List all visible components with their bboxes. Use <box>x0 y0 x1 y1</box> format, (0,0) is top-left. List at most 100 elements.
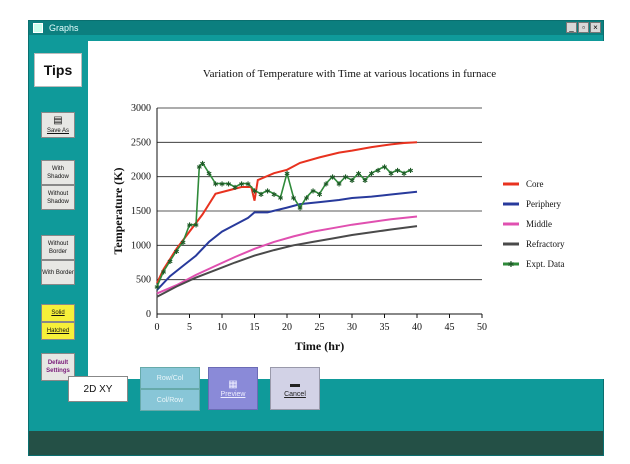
series-line-refractory <box>156 225 418 298</box>
series-line-periphery <box>156 190 418 291</box>
preview-icon: ▦ <box>228 379 238 390</box>
y-tick-label: 500 <box>136 275 151 286</box>
data-point-marker: ✱ <box>375 167 381 175</box>
with-border-button[interactable]: With Border <box>41 260 75 285</box>
window-controls: _ ▫ × <box>566 22 601 33</box>
x-tick-label: 45 <box>445 322 455 333</box>
row-col-button[interactable]: Row/Col <box>140 367 200 389</box>
x-tick-label: 20 <box>282 322 292 333</box>
data-point-marker: ✱ <box>213 181 219 189</box>
y-tick-label: 2500 <box>131 137 151 148</box>
data-point-marker: ✱ <box>232 184 238 192</box>
chart-panel: Variation of Temperature with Time at va… <box>88 41 609 379</box>
data-point-marker: ✱ <box>336 181 342 189</box>
data-point-marker: ✱ <box>291 194 297 202</box>
data-point-marker: ✱ <box>317 191 323 199</box>
data-point-marker: ✱ <box>278 194 284 202</box>
cancel-label: Cancel <box>284 391 306 398</box>
minimize-button[interactable]: _ <box>566 22 577 33</box>
data-point-marker: ✱ <box>349 177 355 185</box>
data-point-marker: ✱ <box>382 163 388 171</box>
y-tick-label: 3000 <box>131 103 151 114</box>
legend-entry: Expt. Data <box>526 259 565 269</box>
maximize-button[interactable]: ▫ <box>578 22 589 33</box>
y-axis-label: Temperature (K) <box>111 168 125 255</box>
x-tick-label: 40 <box>412 322 422 333</box>
legend-entry: Middle <box>526 219 552 229</box>
x-tick-label: 25 <box>315 322 325 333</box>
x-tick-label: 10 <box>217 322 227 333</box>
x-tick-label: 30 <box>347 322 357 333</box>
without-border-label: Without Border <box>47 240 69 255</box>
without-shadow-button[interactable]: Without Shadow <box>41 185 75 210</box>
status-bar <box>29 431 603 455</box>
without-shadow-label: Without Shadow <box>47 190 69 205</box>
preview-label: Preview <box>220 391 246 398</box>
series-line-expt-data <box>156 161 411 287</box>
with-border-label: With Border <box>42 269 74 276</box>
data-point-marker: ✱ <box>193 222 199 230</box>
data-point-marker: ✱ <box>206 170 212 178</box>
without-border-button[interactable]: Without Border <box>41 235 75 260</box>
data-point-marker: ✱ <box>297 205 303 213</box>
tips-label: Tips <box>43 62 73 78</box>
legend-entry: Core <box>526 179 544 189</box>
data-point-marker: ✱ <box>174 248 180 256</box>
legend-entry: Periphery <box>526 199 561 209</box>
x-tick-label: 0 <box>155 322 160 333</box>
solid-label: Solid <box>51 310 65 316</box>
data-point-marker: ✱ <box>187 222 193 230</box>
legend-entry: Refractory <box>526 239 565 249</box>
data-point-marker: ✱ <box>395 167 401 175</box>
data-point-marker: ✱ <box>330 174 336 182</box>
data-point-marker: ✱ <box>167 258 173 266</box>
save-as-label: Save As <box>46 128 69 134</box>
save-as-button[interactable]: ▤ Save As <box>41 112 75 138</box>
temperature-chart: Variation of Temperature with Time at va… <box>111 68 565 353</box>
chart-type-label: 2D XY <box>83 383 113 395</box>
x-tick-label: 5 <box>187 322 192 333</box>
data-point-marker: ✱ <box>304 194 310 202</box>
y-tick-label: 1000 <box>131 240 151 251</box>
data-point-marker: ✱ <box>239 181 245 189</box>
data-point-marker: ✱ <box>252 187 258 195</box>
with-shadow-label: With Shadow <box>47 165 69 180</box>
chart-title: Variation of Temperature with Time at va… <box>203 68 496 80</box>
data-point-marker: ✱ <box>401 170 407 178</box>
data-point-marker: ✱ <box>323 181 329 189</box>
data-point-marker: ✱ <box>271 191 277 199</box>
default-settings-label: Default Settings <box>46 360 70 374</box>
data-point-marker: ✱ <box>245 181 251 189</box>
floppy-disk-icon: ▤ <box>53 115 63 126</box>
solid-button[interactable]: Solid <box>41 304 75 322</box>
x-tick-label: 50 <box>477 322 487 333</box>
data-point-marker: ✱ <box>369 170 375 178</box>
y-tick-label: 1500 <box>131 206 151 217</box>
data-point-marker: ✱ <box>200 160 206 168</box>
data-point-marker: ✱ <box>161 268 167 276</box>
x-tick-label: 35 <box>380 322 390 333</box>
cancel-button[interactable]: ▬ Cancel <box>270 367 320 410</box>
col-row-label: Col/Row <box>156 396 184 404</box>
hatched-label: Hatched <box>46 328 70 334</box>
x-axis-label: Time (hr) <box>295 339 344 353</box>
app-icon <box>33 23 43 33</box>
col-row-button[interactable]: Col/Row <box>140 389 200 411</box>
close-button[interactable]: × <box>590 22 601 33</box>
data-point-marker: ✱ <box>362 177 368 185</box>
tips-button[interactable]: Tips <box>34 53 82 87</box>
data-point-marker: ✱ <box>226 181 232 189</box>
y-tick-label: 0 <box>146 309 151 320</box>
window-title: Graphs <box>49 23 79 33</box>
preview-button[interactable]: ▦ Preview <box>208 367 258 410</box>
cancel-icon: ▬ <box>290 379 300 390</box>
data-point-marker: ✱ <box>258 191 264 199</box>
with-shadow-button[interactable]: With Shadow <box>41 160 75 185</box>
series-line-middle <box>156 215 418 295</box>
chart-type-field[interactable]: 2D XY <box>68 376 128 402</box>
title-bar[interactable]: Graphs _ ▫ × <box>29 21 603 35</box>
hatched-button[interactable]: Hatched <box>41 322 75 340</box>
row-col-label: Row/Col <box>156 374 184 382</box>
data-point-marker: ✱ <box>310 187 316 195</box>
default-settings-button[interactable]: Default Settings <box>41 353 75 381</box>
